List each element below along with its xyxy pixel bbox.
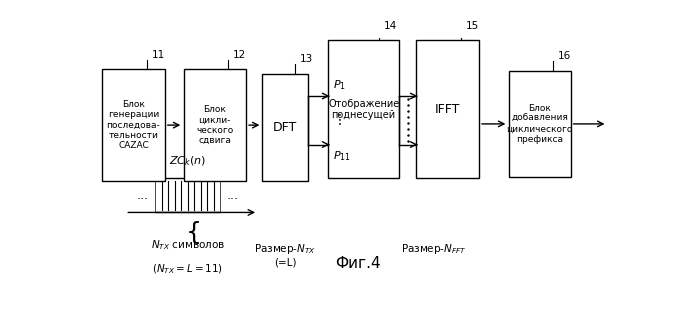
Text: DFT: DFT (273, 121, 297, 134)
Text: ...: ... (226, 189, 238, 202)
Bar (155, 179, 220, 212)
Text: 14: 14 (384, 20, 397, 31)
Text: ⋮: ⋮ (332, 113, 346, 127)
Text: $ZC_k(n)$: $ZC_k(n)$ (169, 154, 206, 168)
Text: ...: ... (136, 189, 149, 202)
Text: 12: 12 (233, 50, 246, 60)
Text: Фиг.4: Фиг.4 (336, 256, 381, 271)
Text: Отображение
поднесущей: Отображение поднесущей (328, 99, 399, 120)
Text: $(N_{TX}=L=11)$: $(N_{TX}=L=11)$ (152, 262, 223, 276)
Text: 15: 15 (466, 20, 479, 31)
Bar (102, 69, 164, 181)
Text: 11: 11 (152, 50, 165, 60)
Bar (329, 40, 399, 179)
Text: $N_{TX}$ символов: $N_{TX}$ символов (150, 238, 224, 252)
Text: Блок
цикли-
ческого
сдвига: Блок цикли- ческого сдвига (196, 105, 233, 145)
Bar (417, 40, 479, 179)
Bar (509, 71, 571, 177)
Text: $P_{11}$: $P_{11}$ (333, 149, 351, 163)
Text: Размер-$N_{TX}$
(=L): Размер-$N_{TX}$ (=L) (254, 242, 316, 267)
Text: Размер-$N_{FFT}$: Размер-$N_{FFT}$ (401, 242, 467, 255)
Text: 13: 13 (300, 54, 313, 65)
Bar (184, 69, 246, 181)
Text: $P_1$: $P_1$ (333, 78, 346, 92)
Bar (262, 74, 308, 181)
Text: 16: 16 (558, 51, 571, 61)
Text: }: } (180, 219, 196, 243)
Text: Блок
добавления
циклического
префикса: Блок добавления циклического префикса (507, 104, 573, 144)
Text: Блок
генерации
последова-
тельности
CAZAC: Блок генерации последова- тельности CAZA… (106, 100, 160, 151)
Text: IFFT: IFFT (435, 103, 461, 116)
